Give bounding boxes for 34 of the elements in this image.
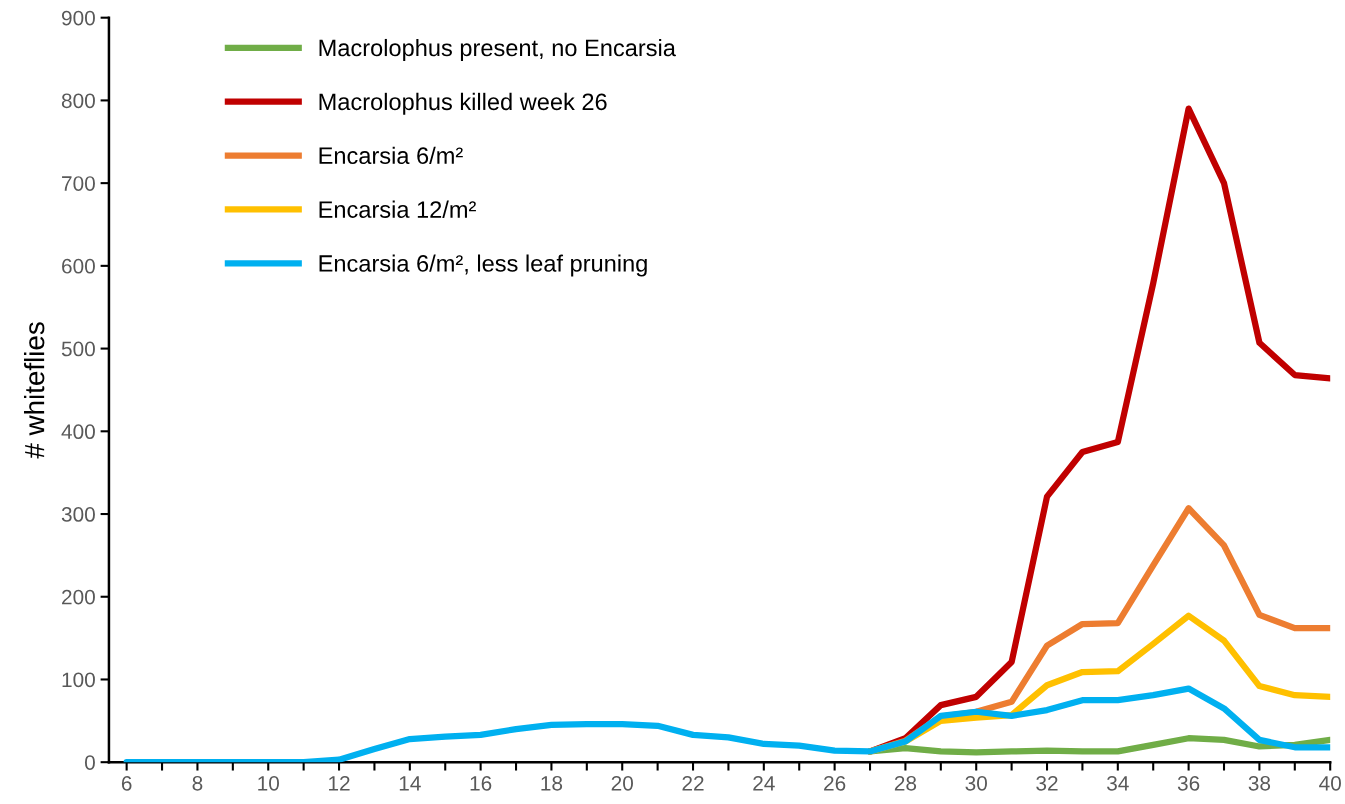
x-tick-label: 28 — [894, 775, 917, 791]
y-tick-label: 800 — [61, 93, 95, 109]
x-tick-label: 30 — [965, 775, 987, 791]
x-tick-label: 24 — [753, 775, 775, 791]
x-tick-label: 26 — [824, 775, 846, 791]
x-tick-label: 40 — [1319, 775, 1341, 791]
y-tick-label: 100 — [62, 672, 95, 688]
x-tick-label: 36 — [1177, 775, 1200, 791]
x-tick-label: 12 — [329, 775, 350, 791]
legend-label: Macrolophus present, no Encarsia — [319, 38, 676, 61]
y-tick-label: 200 — [62, 589, 95, 605]
legend-label: Macrolophus killed week 26 — [319, 92, 607, 115]
x-tick-label: 6 — [121, 775, 132, 791]
y-tick-label: 500 — [61, 341, 95, 357]
y-tick-label: 400 — [61, 424, 95, 440]
y-tick-label: 900 — [61, 10, 95, 26]
x-tick-label: 38 — [1248, 775, 1271, 791]
y-tick-label: 0 — [84, 755, 95, 770]
x-tick-label: 34 — [1107, 775, 1129, 791]
y-tick-label: 600 — [62, 258, 95, 274]
legend-label: Encarsia 6/m² — [319, 146, 463, 165]
x-tick-label: 16 — [470, 775, 492, 791]
x-tick-label: 18 — [541, 775, 563, 791]
x-tick-label: 10 — [258, 775, 280, 791]
x-tick-label: 14 — [399, 776, 421, 791]
y-tick-label: 700 — [62, 176, 95, 191]
x-tick-label: 20 — [611, 775, 633, 791]
legend-label: Encarsia 6/m², less leaf pruning — [319, 254, 647, 277]
y-axis-title: # whiteflies — [23, 322, 45, 459]
x-tick-label: 8 — [192, 775, 203, 791]
legend-label: Encarsia 12/m² — [319, 200, 476, 218]
y-tick-label: 300 — [61, 507, 95, 522]
x-tick-label: 32 — [1036, 775, 1058, 791]
x-tick-label: 22 — [682, 775, 704, 791]
